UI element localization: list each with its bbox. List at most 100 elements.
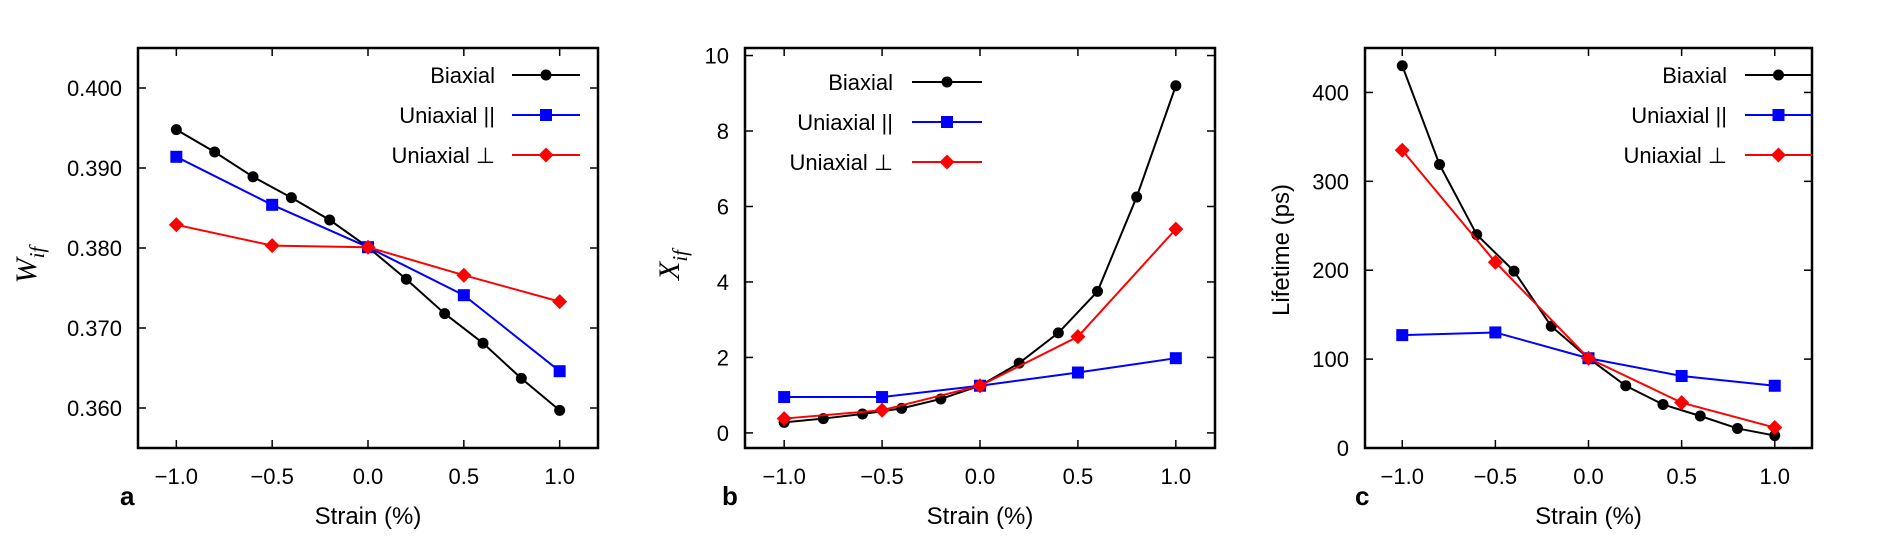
legend-label: Biaxial <box>430 63 495 88</box>
data-point <box>1092 285 1103 297</box>
y-tick-label: 100 <box>1312 347 1349 372</box>
y-tick-label: 0.380 <box>67 236 122 261</box>
panel-b: −1.0 −0.5 0.0 0.5 1.0 0 2 4 6 8 10 Strain (%) Xif b Bi… <box>653 44 1217 530</box>
data-point <box>1052 327 1064 339</box>
data-point <box>1620 380 1632 392</box>
series-line <box>175 128 561 412</box>
y-tick-label: 2 <box>717 345 729 370</box>
y-tick-label: 0.360 <box>67 396 122 421</box>
x-tick-label: −1.0 <box>1381 464 1424 489</box>
x-tick-label: 0.5 <box>1063 464 1094 489</box>
data-point <box>439 308 451 320</box>
data-point <box>1168 221 1184 237</box>
y-tick-label: 8 <box>717 119 729 144</box>
series-2 <box>1394 142 1783 436</box>
data-point <box>1674 395 1690 411</box>
legend-entry: Uniaxial || <box>1631 103 1812 128</box>
data-point <box>1131 191 1143 203</box>
y-axis-title: Xif <box>653 247 692 281</box>
data-point <box>285 192 297 204</box>
data-point <box>456 267 472 283</box>
legend-label: Uniaxial ⊥ <box>789 150 893 175</box>
legend-marker <box>941 116 953 128</box>
data-point <box>1170 80 1182 92</box>
legend-marker <box>1772 109 1785 121</box>
data-point <box>1657 398 1669 410</box>
x-tick-label: 0.0 <box>1573 464 1604 489</box>
data-point <box>264 238 280 254</box>
legend-entry: Uniaxial ⊥ <box>789 150 982 175</box>
panel-letter: a <box>120 481 135 511</box>
y-tick-label: 0.390 <box>67 156 122 181</box>
plot-frame <box>1363 46 1814 450</box>
data-point <box>209 146 221 158</box>
data-point <box>553 365 566 378</box>
x-tick-label: −0.5 <box>860 464 903 489</box>
y-tick-label: 0 <box>1337 436 1349 461</box>
legend-entry: Uniaxial || <box>399 103 580 128</box>
series-1 <box>778 352 1182 404</box>
data-point <box>1071 366 1084 379</box>
legend-marker <box>540 109 552 121</box>
legend-entry: Biaxial <box>828 70 982 95</box>
data-point <box>266 198 279 211</box>
data-point <box>1396 329 1409 342</box>
legend-entry: Biaxial <box>430 63 580 88</box>
x-tick-label: −0.5 <box>250 464 293 489</box>
legend-label: Uniaxial || <box>1631 103 1727 128</box>
data-point <box>778 391 791 404</box>
y-axis-title: Lifetime (ps) <box>1268 184 1295 316</box>
series-2 <box>776 221 1184 427</box>
x-axis-title: Strain (%) <box>1535 503 1642 530</box>
panel-a: −1.0 −0.5 0.0 0.5 1.0 0.360 0.370 0.380 0.390 0.4… <box>10 46 600 530</box>
x-tick-label: −1.0 <box>762 464 805 489</box>
legend-label: Uniaxial ⊥ <box>391 143 495 168</box>
data-point <box>554 404 566 416</box>
series-line <box>1401 149 1776 429</box>
x-tick-label: 1.0 <box>544 464 575 489</box>
legend-entry: Uniaxial ⊥ <box>1623 143 1812 168</box>
y-tick-label: 400 <box>1312 80 1349 105</box>
y-tick-label: 4 <box>717 270 729 295</box>
legend-label: Biaxial <box>828 70 893 95</box>
data-point <box>170 124 182 136</box>
data-point <box>1508 265 1520 277</box>
data-point <box>1070 329 1086 345</box>
data-point <box>170 150 183 163</box>
x-axis-title: Strain (%) <box>927 503 1034 530</box>
y-tick-label: 200 <box>1312 258 1349 283</box>
data-point <box>876 391 889 404</box>
legend-marker <box>939 154 955 170</box>
data-point <box>1396 60 1408 72</box>
y-tick-label: 0.400 <box>67 76 122 101</box>
x-tick-label: −0.5 <box>1474 464 1517 489</box>
legend-marker <box>540 69 552 81</box>
data-point <box>874 402 890 418</box>
legend-entry: Uniaxial || <box>797 110 982 135</box>
data-point <box>1394 142 1410 158</box>
data-point <box>1732 422 1743 434</box>
x-tick-label: 1.0 <box>1161 464 1192 489</box>
y-axis-title-main: X <box>653 260 686 281</box>
y-tick-label: 0 <box>717 421 729 446</box>
y-tick-label: 300 <box>1312 169 1349 194</box>
data-point <box>1769 430 1781 442</box>
y-tick-label: 0.370 <box>67 316 122 341</box>
data-point <box>857 408 868 420</box>
data-point <box>1169 352 1182 365</box>
data-point <box>1694 410 1706 422</box>
data-point <box>1581 350 1596 366</box>
y-tick-label: 6 <box>717 194 729 219</box>
x-tick-label: 0.0 <box>353 464 384 489</box>
data-point <box>1434 158 1445 170</box>
data-point <box>1675 370 1688 382</box>
data-point <box>247 171 259 183</box>
data-point <box>477 337 489 349</box>
data-point <box>168 217 184 233</box>
data-point <box>972 378 988 394</box>
x-tick-label: −1.0 <box>155 464 198 489</box>
x-axis-title: Strain (%) <box>315 503 422 530</box>
legend-marker <box>538 147 554 163</box>
legend-label: Uniaxial ⊥ <box>1623 143 1727 168</box>
